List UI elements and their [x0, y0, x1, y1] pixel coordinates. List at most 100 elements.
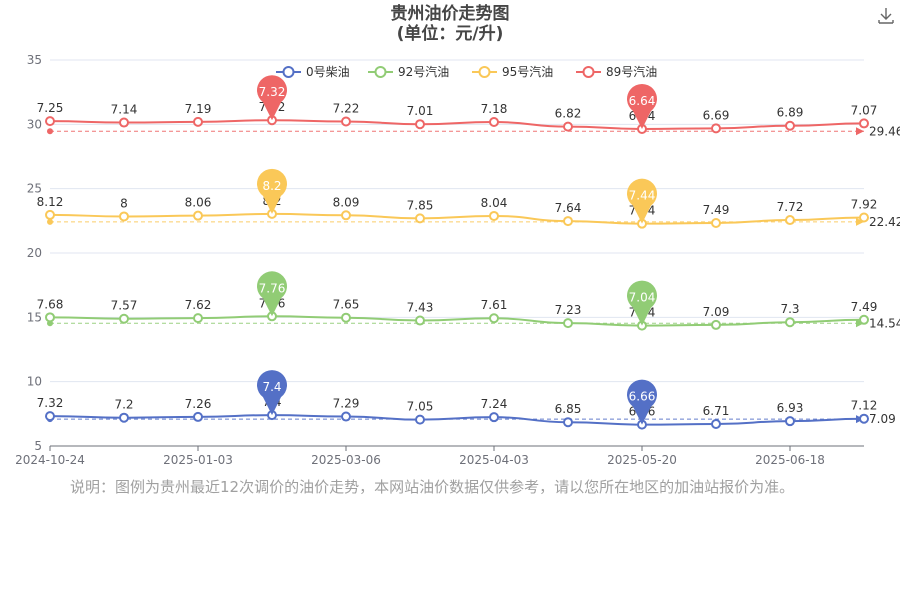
data-point [45, 116, 55, 127]
data-point [785, 416, 795, 427]
data-point [711, 218, 721, 229]
y-tick-label: 5 [34, 439, 42, 453]
y-tick-label: 10 [27, 375, 42, 389]
data-label: 7.72 [777, 200, 804, 214]
min-pin [627, 178, 657, 224]
data-point [489, 313, 499, 324]
average-line-arrow [856, 217, 864, 226]
data-point [859, 212, 869, 223]
data-label: 7.24 [481, 397, 508, 411]
data-label: 7.49 [851, 300, 878, 314]
data-label: 6.69 [703, 108, 730, 122]
x-tick-label: 2025-03-06 [311, 453, 381, 467]
data-label: 8.09 [333, 195, 360, 209]
data-point [489, 117, 499, 128]
data-label: 7.12 [851, 399, 878, 413]
max-pin [257, 168, 288, 214]
data-point [711, 319, 721, 330]
series-line [49, 414, 865, 426]
legend-item[interactable]: 89号汽油 [606, 64, 657, 79]
data-point [785, 317, 795, 328]
data-label: 6.89 [777, 106, 804, 120]
data-label: 7.26 [185, 397, 212, 411]
legend-item[interactable]: 95号汽油 [502, 64, 553, 79]
legend-marker[interactable] [582, 66, 595, 78]
data-label: 8.04 [481, 196, 508, 210]
min-pin [627, 379, 658, 425]
average-label: 22.42 [869, 215, 900, 229]
data-label: 6.85 [555, 402, 582, 416]
data-label: 7.32 [37, 396, 64, 410]
min-pin-label: 7.04 [629, 291, 656, 305]
data-point [45, 209, 55, 220]
data-point [119, 313, 129, 324]
data-point [859, 118, 869, 129]
data-label: 7.07 [851, 103, 878, 117]
data-label: 7.3 [780, 302, 799, 316]
data-label: 7.01 [407, 104, 434, 118]
data-point [193, 411, 203, 422]
min-pin [627, 280, 658, 326]
chart-title-unit: (单位：元/升) [396, 24, 504, 44]
data-label: 7.85 [407, 198, 434, 212]
data-point [489, 412, 499, 423]
data-label: 7.18 [481, 102, 508, 116]
data-point [341, 210, 351, 221]
data-point [415, 315, 425, 326]
data-label: 7.29 [333, 397, 360, 411]
data-label: 7.09 [703, 305, 730, 319]
data-label: 7.68 [37, 297, 64, 311]
max-pin-label: 7.76 [259, 281, 286, 295]
data-label: 8 [120, 196, 128, 210]
series-line [49, 119, 865, 130]
legend-marker[interactable] [478, 66, 491, 78]
data-point [563, 417, 573, 428]
data-point [341, 312, 351, 323]
data-point [193, 313, 203, 324]
data-label: 7.2 [114, 398, 133, 412]
max-pin [257, 271, 288, 317]
min-pin-label: 6.64 [629, 94, 656, 108]
data-label: 7.57 [111, 299, 138, 313]
data-label: 7.61 [481, 298, 508, 312]
max-pin [257, 75, 288, 121]
max-pin [257, 370, 288, 416]
average-line-arrow [856, 319, 864, 328]
y-tick-label: 15 [27, 310, 42, 324]
average-label: 29.46 [869, 124, 900, 138]
y-tick-label: 35 [27, 53, 42, 67]
data-label: 7.05 [407, 400, 434, 414]
legend-item[interactable]: 0号柴油 [306, 65, 350, 79]
legend-item[interactable]: 92号汽油 [398, 64, 449, 79]
data-point [341, 411, 351, 422]
data-point [415, 213, 425, 224]
min-pin [627, 83, 657, 129]
y-tick-label: 20 [27, 246, 42, 260]
data-label: 7.92 [851, 197, 878, 211]
data-point [785, 120, 795, 131]
data-point [859, 413, 869, 424]
chart-note: 说明：图例为贵州最近12次调价的油价走势，本网站油价数据仅供参考，请以您所在地区… [70, 478, 795, 496]
data-label: 7.49 [703, 203, 730, 217]
data-label: 8.06 [185, 196, 212, 210]
data-point [563, 216, 573, 227]
min-pin-label: 6.66 [629, 390, 656, 404]
data-point [45, 411, 55, 422]
data-label: 7.14 [111, 103, 138, 117]
min-pin-label: 7.44 [629, 189, 656, 203]
average-line-arrow [856, 127, 864, 136]
legend-marker[interactable] [282, 66, 295, 78]
data-point [119, 211, 129, 222]
download-icon[interactable] [876, 6, 896, 26]
data-point [193, 116, 203, 127]
x-tick-label: 2025-05-20 [607, 453, 677, 467]
data-point [45, 312, 55, 323]
y-tick-label: 30 [27, 117, 42, 131]
data-point [785, 215, 795, 226]
data-label: 7.64 [555, 201, 582, 215]
data-label: 7.25 [37, 101, 64, 115]
legend-marker[interactable] [374, 66, 387, 78]
data-label: 6.82 [555, 107, 582, 121]
data-label: 7.65 [333, 298, 360, 312]
data-point [415, 119, 425, 130]
